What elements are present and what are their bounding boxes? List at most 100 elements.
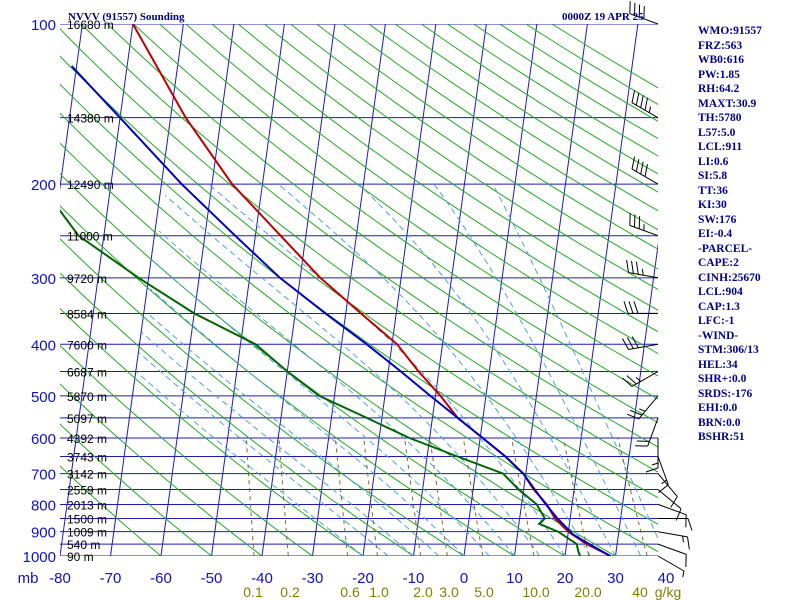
wind-barb: [631, 90, 659, 119]
wind-barb-flag: [628, 301, 634, 314]
wind-barb-half-flag: [682, 570, 685, 578]
wind-barb-flag: [626, 375, 637, 385]
moist-adiabat: [433, 183, 642, 556]
isotherm-line: [362, 24, 437, 556]
wind-barbs: [621, 1, 693, 578]
wind-barb: [657, 456, 669, 493]
dry-adiabat: [290, 24, 658, 270]
index-value: EI:-0.4: [698, 228, 733, 240]
wind-barb: [626, 395, 659, 420]
mixing-ratio-line: [617, 437, 648, 556]
wind-barb-half-flag: [682, 535, 684, 543]
moist-adiabat: [141, 332, 414, 556]
dry-adiabat: [60, 238, 465, 556]
height-label: 3743 m: [67, 450, 107, 464]
pressure-tick-label: 400: [31, 337, 56, 354]
mixing-ratio-label: 1.0: [369, 584, 389, 600]
wind-barb-flag: [675, 508, 682, 521]
index-value: STM:306/13: [698, 344, 759, 356]
pressure-tick-label: 100: [31, 17, 56, 34]
moist-adiabat: [277, 183, 591, 556]
mixing-ratio-label: 40: [632, 584, 648, 600]
wind-barb: [621, 336, 659, 350]
moist-adiabat: [358, 183, 616, 556]
index-value: TH:5780: [698, 112, 742, 124]
wind-barb-staff: [631, 371, 659, 387]
temperature-tick-label: 20: [557, 570, 574, 587]
temperature-tick-label: -70: [100, 570, 122, 587]
mixing-ratio-line: [462, 437, 484, 556]
mixing-ratio-label: 20.0: [574, 584, 601, 600]
wind-barb-staff: [657, 543, 687, 555]
mixing-ratio-line: [429, 437, 448, 556]
height-label: 5097 m: [67, 412, 107, 426]
pressure-tick-label: 300: [31, 271, 56, 288]
dry-adiabat: [60, 55, 658, 499]
wind-barb: [626, 260, 659, 279]
wind-barb-flag: [626, 337, 634, 349]
station-title: NVVV (91557) Sounding: [68, 11, 185, 23]
wind-barb-flag: [687, 518, 693, 531]
wind-barb-flag: [631, 90, 636, 103]
isotherm-line: [261, 24, 336, 556]
height-label: 2559 m: [67, 484, 107, 498]
dry-adiabat: [60, 344, 314, 556]
wind-barb-flag: [621, 338, 629, 350]
mixing-ratio-label: g/kg: [655, 584, 681, 600]
wind-barb-flag: [631, 156, 636, 170]
pressure-tick-label: 900: [31, 525, 56, 542]
moist-adiabat: [154, 261, 490, 556]
index-value: BRN:0.0: [698, 416, 741, 429]
temperature-tick-label: 0: [460, 570, 468, 587]
wind-barb: [645, 438, 659, 473]
indices-panel: WMO:91557 FRZ:563 WB0:616 PW:1.85 RH:64.2 MAX…: [698, 24, 800, 445]
wind-barb-flag: [645, 467, 659, 473]
dry-adiabat: [80, 24, 658, 448]
index-value: EHI:0.0: [698, 402, 738, 414]
pressure-tick-label: 200: [31, 177, 56, 194]
isotherm-line: [312, 24, 386, 556]
wind-barb: [622, 371, 659, 387]
wind-barb-flag: [633, 301, 639, 314]
pressure-axis-label: mb: [18, 570, 39, 587]
dry-adiabat: [60, 423, 213, 556]
index-value: -WIND-: [698, 329, 739, 342]
index-value: RH:64.2: [698, 83, 740, 95]
index-value: CAP:1.3: [698, 300, 740, 313]
index-value: KI:30: [698, 199, 727, 211]
wind-barb: [657, 489, 682, 521]
wind-barb-flag: [635, 261, 639, 275]
wind-barb: [658, 518, 693, 531]
wind-barb-flag: [635, 159, 640, 172]
moist-adiabat: [150, 288, 465, 556]
mixing-ratio-label: 0.1: [243, 584, 263, 600]
index-value: LCL:911: [698, 141, 743, 153]
parcel-line: [70, 65, 611, 556]
mixing-ratio-label: 5.0: [474, 584, 494, 600]
isotherm-line: [110, 24, 184, 556]
wind-barb-half-flag: [651, 462, 659, 466]
height-label: 1500 m: [67, 512, 107, 526]
height-label: 11000 m: [67, 230, 113, 244]
dry-adiabat: [316, 24, 658, 250]
index-value: SI:5.8: [698, 170, 728, 182]
wind-barb-flag: [630, 409, 643, 416]
mixing-ratio-line: [278, 437, 289, 556]
wind-barb: [657, 543, 687, 568]
temperature-tick-label: 10: [506, 570, 523, 587]
height-labels: 16680 m 14380 m 12490 m 11000 m 9720 m 8584 m…: [67, 18, 114, 564]
dry-adiabat: [211, 24, 658, 333]
dry-adiabat: [60, 205, 516, 556]
index-value: MAXT:30.9: [698, 97, 757, 110]
index-value: CINH:25670: [698, 271, 761, 284]
height-label: 1009 m: [67, 526, 107, 540]
mixing-ratio-line: [245, 437, 255, 556]
index-value: SRDS:-176: [698, 387, 753, 400]
isotherm-line: [60, 24, 134, 556]
wind-barb: [623, 301, 658, 314]
temperature-tick-label: -20: [352, 570, 374, 587]
mixing-ratio-label: 3.0: [439, 584, 459, 600]
dry-adiabat: [237, 24, 658, 311]
